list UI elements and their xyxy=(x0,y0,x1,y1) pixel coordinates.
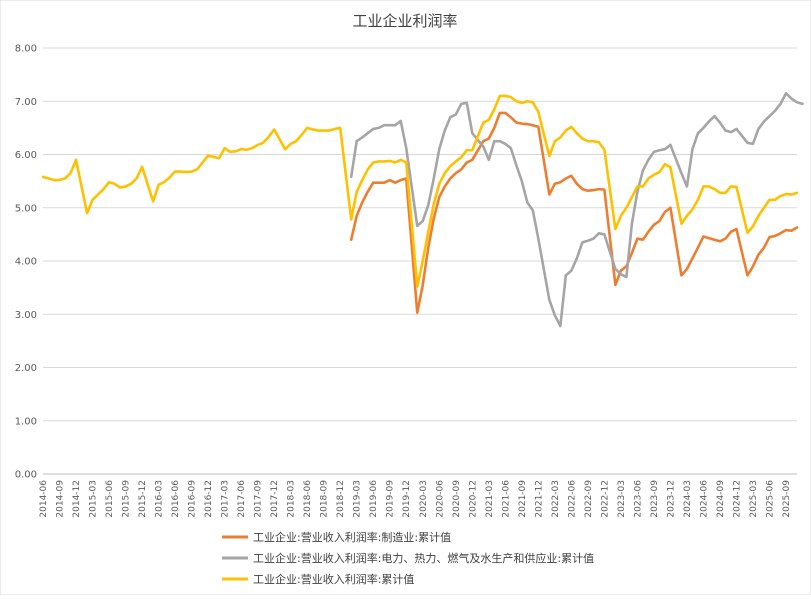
x-tick-label: 2024-12 xyxy=(732,480,742,518)
x-tick-label: 2019-12 xyxy=(402,480,412,518)
x-tick-label: 2020-12 xyxy=(468,480,478,518)
x-tick-label: 2014-09 xyxy=(56,480,66,518)
legend-label-1: 工业企业:营业收入利润率:制造业:累计值 xyxy=(253,530,451,544)
x-tick-label: 2020-06 xyxy=(435,480,445,518)
chart-title: 工业企业利润率 xyxy=(352,12,457,30)
y-tick-label: 5.00 xyxy=(15,203,37,214)
x-tick-label: 2021-09 xyxy=(518,480,528,518)
series-line-3 xyxy=(41,94,799,288)
y-tick-label: 6.00 xyxy=(15,150,37,161)
x-tick-label: 2023-06 xyxy=(633,480,643,518)
x-tick-label: 2018-03 xyxy=(287,480,297,518)
x-tick-label: 2015-12 xyxy=(138,480,148,518)
x-tick-label: 2024-09 xyxy=(716,480,726,518)
x-tick-label: 2020-03 xyxy=(419,480,429,518)
legend-label-2: 工业企业:营业收入利润率:电力、热力、燃气及水生产和供应业:累计值 xyxy=(253,551,594,565)
x-tick-label: 2019-09 xyxy=(386,480,396,518)
y-tick-label: 0.00 xyxy=(15,470,37,481)
gridlines xyxy=(43,47,797,475)
x-tick-label: 2017-12 xyxy=(270,480,280,518)
x-tick-label: 2024-06 xyxy=(699,480,709,518)
series-line-2 xyxy=(349,91,804,328)
x-tick-label: 2018-12 xyxy=(336,480,346,518)
y-tick-label: 3.00 xyxy=(15,310,37,321)
x-tick-label: 2016-12 xyxy=(204,480,214,518)
x-tick-label: 2016-03 xyxy=(155,480,165,518)
y-tick-label: 4.00 xyxy=(15,257,37,268)
y-tick-label: 8.00 xyxy=(15,44,37,55)
x-tick-label: 2016-06 xyxy=(171,480,181,518)
x-tick-label: 2018-06 xyxy=(303,480,313,518)
x-tick-label: 2017-03 xyxy=(221,480,231,518)
x-tick-label: 2022-09 xyxy=(584,480,594,518)
x-tick-label: 2017-09 xyxy=(254,480,264,518)
x-tick-label: 2023-03 xyxy=(617,480,627,518)
x-tick-label: 2014-12 xyxy=(72,480,82,518)
y-axis-tick-labels: 0.00 1.00 2.00 3.00 4.00 5.00 6.00 7.00 8.00 xyxy=(15,44,37,481)
x-tick-label: 2021-12 xyxy=(534,480,544,518)
x-tick-label: 2025-06 xyxy=(765,480,775,518)
x-tick-label: 2019-06 xyxy=(369,480,379,518)
x-tick-label: 2015-03 xyxy=(89,480,99,518)
x-tick-label: 2023-12 xyxy=(666,480,676,518)
x-tick-label: 2022-12 xyxy=(600,480,610,518)
x-tick-label: 2021-06 xyxy=(501,480,511,518)
x-tick-label: 2014-06 xyxy=(39,480,49,518)
x-tick-label: 2025-03 xyxy=(749,480,759,518)
y-tick-label: 2.00 xyxy=(15,363,37,374)
series-line-1 xyxy=(349,111,799,314)
x-tick-label: 2023-09 xyxy=(650,480,660,518)
y-tick-label: 7.00 xyxy=(15,97,37,108)
x-tick-label: 2024-03 xyxy=(683,480,693,518)
x-tick-label: 2016-09 xyxy=(188,480,198,518)
legend: 工业企业:营业收入利润率:制造业:累计值工业企业:营业收入利润率:电力、热力、燃… xyxy=(222,530,594,586)
x-tick-label: 2022-03 xyxy=(551,480,561,518)
x-tick-label: 2019-03 xyxy=(353,480,363,518)
x-tick-label: 2022-06 xyxy=(567,480,577,518)
series-lines xyxy=(41,91,804,328)
x-axis-tick-labels: 2014-06 2014-09 2014-12 2015-03 2015-06 2015-… xyxy=(39,480,792,518)
y-tick-label: 1.00 xyxy=(15,416,37,427)
legend-label-3: 工业企业:营业收入利润率:累计值 xyxy=(253,572,414,586)
x-tick-label: 2015-06 xyxy=(105,480,115,518)
x-tick-label: 2025-09 xyxy=(782,480,792,518)
x-tick-label: 2017-06 xyxy=(237,480,247,518)
x-tick-label: 2021-03 xyxy=(485,480,495,518)
x-tick-label: 2018-09 xyxy=(320,480,330,518)
x-tick-label: 2015-09 xyxy=(122,480,132,518)
x-tick-label: 2020-09 xyxy=(452,480,462,518)
